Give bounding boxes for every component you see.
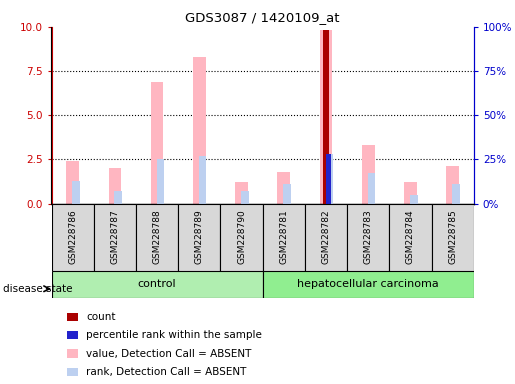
Text: GSM228784: GSM228784 [406, 210, 415, 265]
Bar [447, 166, 459, 204]
Text: GSM228789: GSM228789 [195, 210, 204, 265]
Bar [136, 204, 178, 271]
Bar [327, 154, 331, 204]
Bar [220, 204, 263, 271]
Bar [410, 195, 418, 204]
Bar [432, 204, 474, 271]
Bar [72, 180, 80, 204]
Bar [52, 271, 263, 298]
Bar [278, 172, 290, 204]
Bar [157, 159, 164, 204]
Bar [178, 204, 220, 271]
Bar [283, 184, 291, 204]
Bar [404, 182, 417, 204]
Bar [263, 204, 305, 271]
Bar [193, 57, 205, 204]
Bar [94, 204, 136, 271]
Bar [362, 145, 374, 204]
Text: value, Detection Call = ABSENT: value, Detection Call = ABSENT [86, 349, 251, 359]
Bar [52, 204, 94, 271]
Bar [114, 191, 122, 204]
Text: GSM228790: GSM228790 [237, 210, 246, 265]
Bar [389, 204, 432, 271]
Text: GSM228787: GSM228787 [110, 210, 119, 265]
Text: rank, Detection Call = ABSENT: rank, Detection Call = ABSENT [86, 367, 246, 377]
Bar [66, 161, 79, 204]
Bar [368, 174, 375, 204]
Text: GSM228783: GSM228783 [364, 210, 373, 265]
Bar [241, 191, 249, 204]
Bar [109, 168, 121, 204]
Bar [320, 30, 332, 204]
Text: GSM228785: GSM228785 [448, 210, 457, 265]
Text: GSM228786: GSM228786 [68, 210, 77, 265]
Text: disease state: disease state [3, 284, 72, 294]
Text: GSM228781: GSM228781 [279, 210, 288, 265]
Text: hepatocellular carcinoma: hepatocellular carcinoma [297, 279, 439, 289]
Bar [199, 156, 207, 204]
Title: GDS3087 / 1420109_at: GDS3087 / 1420109_at [185, 11, 340, 24]
Bar [323, 30, 329, 204]
Text: control: control [138, 279, 176, 289]
Text: percentile rank within the sample: percentile rank within the sample [86, 330, 262, 340]
Bar [151, 82, 163, 204]
Bar [263, 271, 474, 298]
Bar [235, 182, 248, 204]
Text: GSM228788: GSM228788 [152, 210, 162, 265]
Bar [305, 204, 347, 271]
Bar [452, 184, 460, 204]
Text: GSM228782: GSM228782 [321, 210, 331, 265]
Bar [347, 204, 389, 271]
Bar [325, 154, 333, 204]
Text: count: count [86, 312, 115, 322]
